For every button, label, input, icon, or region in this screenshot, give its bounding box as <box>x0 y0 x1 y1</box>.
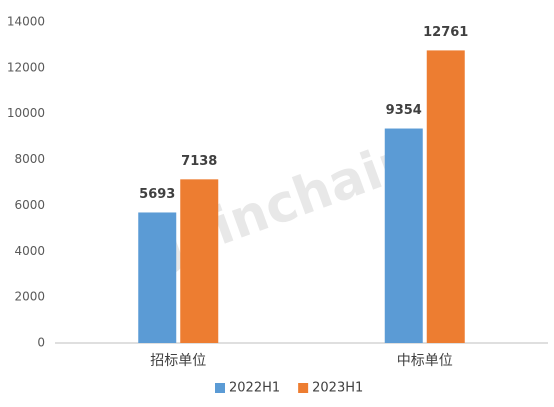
y-tick-label: 2000 <box>14 290 45 304</box>
y-tick-label: 4000 <box>14 244 45 258</box>
y-tick-label: 0 <box>37 336 45 350</box>
y-tick-label: 14000 <box>7 15 45 29</box>
legend-swatch <box>298 383 309 393</box>
x-tick-label: 中标单位 <box>397 353 453 369</box>
legend-swatch <box>215 383 225 393</box>
value-label: 7138 <box>181 154 217 169</box>
value-label: 5693 <box>139 187 175 202</box>
y-tick-label: 6000 <box>14 198 45 212</box>
legend-label: 2023H1 <box>312 381 363 396</box>
value-label: 9354 <box>386 103 422 118</box>
y-tick-label: 10000 <box>7 106 45 120</box>
bar <box>180 179 219 343</box>
y-tick-label: 8000 <box>14 152 45 166</box>
bar <box>384 128 423 343</box>
bar <box>138 212 177 343</box>
value-label: 12761 <box>423 25 468 40</box>
y-tick-label: 12000 <box>7 60 45 74</box>
legend-label: 2022H1 <box>229 381 280 396</box>
bar <box>426 50 465 343</box>
x-tick-label: 招标单位 <box>150 353 206 369</box>
